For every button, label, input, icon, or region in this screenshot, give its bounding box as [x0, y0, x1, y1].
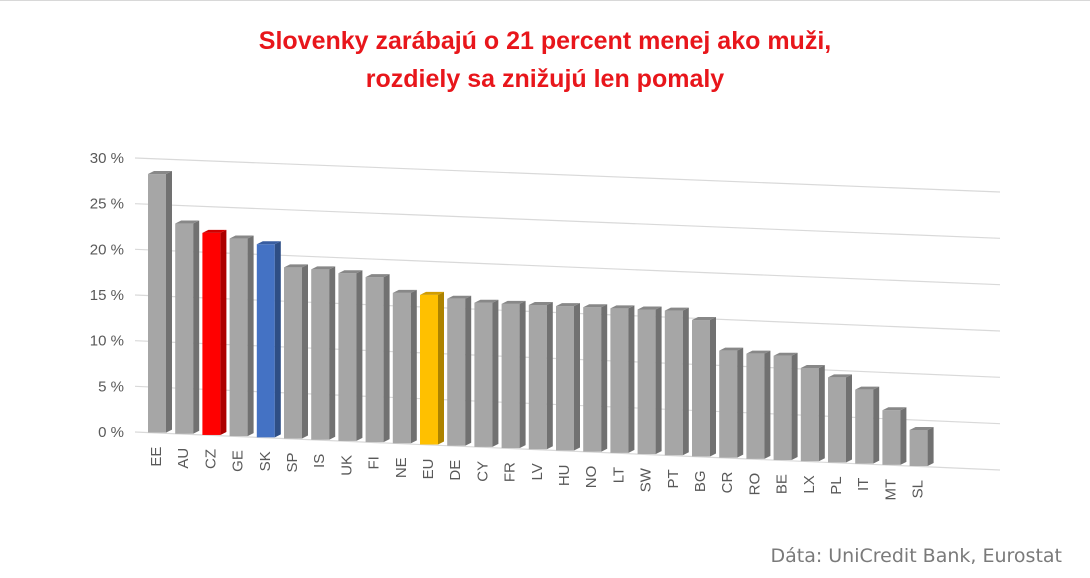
- y-tick-label: 10 %: [90, 333, 124, 350]
- bar-lx: [800, 364, 825, 462]
- y-tick-label: 5 %: [98, 378, 124, 395]
- x-tick-label: EE: [148, 447, 165, 467]
- y-tick-label: 25 %: [90, 196, 124, 213]
- bar-mt: [882, 407, 907, 465]
- bar-cz: [202, 229, 227, 435]
- x-tick-label: IS: [311, 454, 328, 468]
- x-tick-label: CR: [719, 472, 736, 494]
- bar-is: [311, 266, 336, 440]
- x-tick-label: SL: [910, 480, 927, 498]
- y-tick-label: 0 %: [98, 424, 124, 441]
- y-tick-label: 15 %: [90, 287, 124, 304]
- x-tick-label: CZ: [202, 449, 219, 469]
- bar-bg: [692, 317, 716, 457]
- x-tick-label: UK: [338, 455, 355, 476]
- x-tick-label: BG: [692, 470, 709, 492]
- x-tick-label: RO: [746, 473, 763, 496]
- bars: [148, 171, 934, 467]
- bar-lv: [528, 301, 553, 450]
- x-tick-label: NE: [393, 457, 410, 478]
- bar-ne: [392, 289, 417, 444]
- x-tick-label: HU: [556, 464, 573, 486]
- x-tick-label: MT: [882, 479, 899, 501]
- x-tick-label: FR: [502, 462, 519, 482]
- x-tick-label: SP: [284, 453, 301, 473]
- x-tick-label: PL: [828, 476, 845, 494]
- x-tick-label: FI: [366, 456, 383, 469]
- y-axis-ticks: 0 % 5 % 10 % 15 % 20 % 25 % 30 %: [90, 150, 124, 441]
- bar-uk: [338, 270, 363, 441]
- source-note: Dáta: UniCredit Bank, Eurostat: [770, 545, 1062, 567]
- x-tick-label: LX: [801, 475, 818, 493]
- top-border: [0, 0, 1090, 1]
- x-tick-label: AU: [175, 448, 192, 469]
- bar-sp: [284, 264, 308, 439]
- x-axis-labels: EE AU CZ GE SK SP IS UK FI NE EU DE CY FR LV HU NO LT SW PT…: [148, 447, 927, 501]
- x-tick-label: LV: [529, 463, 546, 480]
- gridline: [134, 203, 1001, 239]
- chart-title: Slovenky zarábajú o 21 percent menej ako…: [0, 22, 1090, 98]
- bar-pt: [664, 307, 689, 456]
- x-tick-label: PT: [665, 469, 682, 488]
- bar-ee: [148, 171, 172, 433]
- y-tick-label: 30 %: [90, 150, 124, 167]
- x-tick-label: IT: [855, 478, 872, 491]
- bar-it: [855, 386, 880, 464]
- bar-eu: [420, 291, 444, 445]
- x-tick-label: DE: [447, 460, 464, 481]
- x-tick-label: BE: [774, 474, 791, 494]
- bar-be: [773, 352, 798, 461]
- bar-pl: [828, 374, 852, 463]
- bar-ge: [229, 235, 254, 437]
- bar-fr: [501, 300, 526, 449]
- gridline: [134, 431, 1001, 471]
- bar-no: [583, 304, 608, 452]
- x-tick-label: NO: [583, 466, 600, 489]
- bar-sl: [909, 426, 934, 467]
- bar-fi: [365, 274, 390, 443]
- gridline: [134, 157, 1001, 193]
- bar-sw: [637, 306, 662, 455]
- x-tick-label: CY: [474, 461, 491, 482]
- x-tick-label: SW: [638, 467, 655, 492]
- bar-sk: [256, 241, 281, 438]
- chart-title-line-1: Slovenky zarábajú o 21 percent menej ako…: [258, 27, 832, 55]
- bar-au: [175, 220, 200, 434]
- bar-cr: [719, 347, 744, 458]
- bar-lt: [610, 305, 635, 453]
- y-tick-label: 20 %: [90, 241, 124, 258]
- x-tick-label: LT: [610, 467, 627, 483]
- x-tick-label: GE: [230, 450, 247, 472]
- x-tick-label: SK: [257, 451, 274, 471]
- bar-de: [447, 295, 472, 446]
- bar-cy: [474, 299, 499, 447]
- bar-ro: [746, 350, 771, 459]
- bar-hu: [556, 303, 580, 451]
- x-tick-label: EU: [420, 459, 437, 480]
- chart-title-line-2: rozdiely sa znižujú len pomaly: [365, 65, 725, 93]
